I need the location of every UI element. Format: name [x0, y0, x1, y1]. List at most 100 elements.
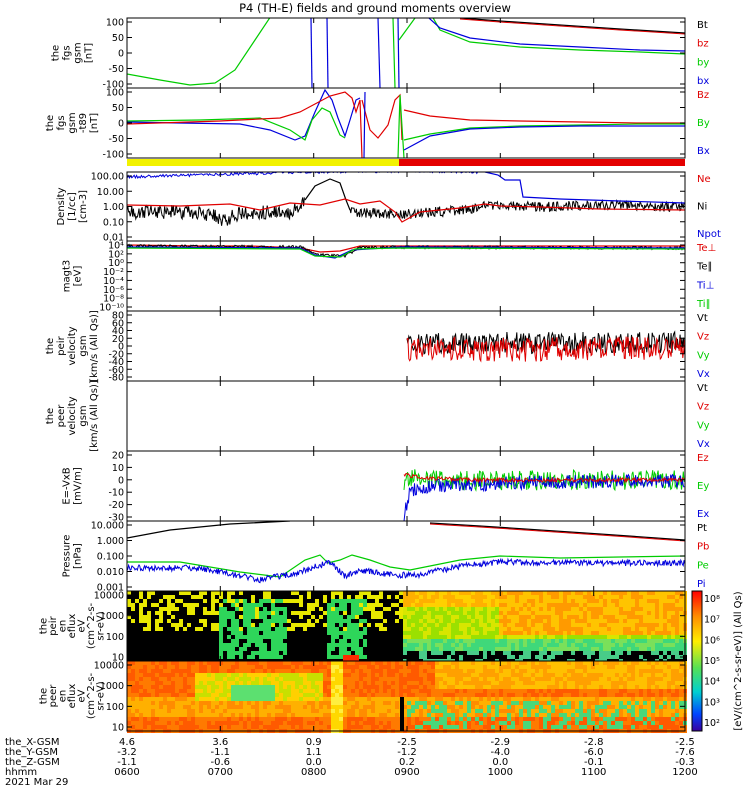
spectrogram-cell — [239, 689, 243, 693]
spectrogram-cell — [223, 661, 227, 665]
spectrogram-cell — [539, 701, 543, 705]
spectrogram-cell — [175, 603, 179, 607]
spectrogram-cell — [235, 639, 239, 643]
spectrogram-cell — [671, 661, 675, 665]
spectrogram-cell — [555, 689, 559, 693]
spectrogram-cell — [215, 631, 219, 635]
spectrogram-cell — [623, 713, 627, 717]
spectrogram-cell — [671, 599, 675, 603]
spectrogram-cell — [519, 725, 523, 729]
spectrogram-cell — [603, 677, 607, 681]
spectrogram-cell — [151, 685, 155, 689]
spectrogram-cell — [287, 713, 291, 717]
spectrogram-cell — [251, 595, 255, 599]
spectrogram-cell — [411, 681, 415, 685]
spectrogram-cell — [179, 705, 183, 709]
spectrogram-cell — [527, 689, 531, 693]
spectrogram-cell — [263, 713, 267, 717]
spectrogram-cell — [255, 603, 259, 607]
spectrogram-cell — [275, 591, 279, 595]
spectrogram-cell — [507, 705, 511, 709]
spectrogram-cell — [239, 713, 243, 717]
spectrogram-cell — [515, 655, 519, 659]
spectrogram-cell — [403, 619, 407, 623]
spectrogram-cell — [671, 689, 675, 693]
spectrogram-cell — [379, 693, 383, 697]
spectrogram-cell — [239, 655, 243, 659]
spectrogram-cell — [247, 669, 251, 673]
spectrogram-cell — [291, 627, 295, 631]
spectrogram-cell — [419, 673, 423, 677]
spectrogram-cell — [251, 693, 255, 697]
spectrogram-cell — [315, 713, 319, 717]
spectrogram-cell — [615, 611, 619, 615]
spectrogram-cell — [455, 717, 459, 721]
spectrogram-cell — [179, 697, 183, 701]
spectrogram-cell — [555, 677, 559, 681]
spectrogram-cell — [439, 631, 443, 635]
spectrogram-cell — [159, 635, 163, 639]
spectrogram-cell — [459, 603, 463, 607]
spectrogram-cell — [543, 725, 547, 729]
spectrogram-cell — [347, 673, 351, 677]
spectrogram-cell — [315, 697, 319, 701]
spectrogram-cell — [227, 661, 231, 665]
spectrogram-cell — [495, 665, 499, 669]
spectrogram-cell — [167, 689, 171, 693]
spectrogram-cell — [603, 635, 607, 639]
spectrogram-cell — [291, 611, 295, 615]
spectrogram-cell — [611, 603, 615, 607]
spectrogram-cell — [419, 631, 423, 635]
spectrogram-cell — [587, 717, 591, 721]
spectrogram-cell — [663, 603, 667, 607]
spectrogram-cell — [207, 717, 211, 721]
spectrogram-cell — [531, 669, 535, 673]
spectrogram-cell — [327, 655, 331, 659]
spectrogram-cell — [363, 681, 367, 685]
spectrogram-cell — [319, 685, 323, 689]
spectrogram-cell — [143, 631, 147, 635]
spectrogram-cell — [231, 721, 235, 725]
spectrogram-cell — [291, 639, 295, 643]
spectrogram-cell — [279, 591, 283, 595]
spectrogram-cell — [503, 705, 507, 709]
spectrogram-cell — [407, 681, 411, 685]
spectrogram-cell — [455, 623, 459, 627]
spectrogram-cell — [195, 655, 199, 659]
spectrogram-cell — [147, 685, 151, 689]
spectrogram-cell — [523, 677, 527, 681]
spectrogram-cell — [311, 635, 315, 639]
spectrogram-cell — [663, 673, 667, 677]
spectrogram-cell — [615, 701, 619, 705]
spectrogram-cell — [163, 665, 167, 669]
spectrogram-cell — [459, 725, 463, 729]
spectrogram-cell — [371, 665, 375, 669]
spectrogram-cell — [571, 631, 575, 635]
spectrogram-cell — [587, 647, 591, 651]
spectrogram-cell — [631, 647, 635, 651]
spectrogram-cell — [235, 615, 239, 619]
spectrogram-cell — [151, 665, 155, 669]
spectrogram-cell — [551, 689, 555, 693]
spectrogram-cell — [535, 631, 539, 635]
spectrogram-cell — [547, 669, 551, 673]
spectrogram-cell — [659, 635, 663, 639]
spectrogram-cell — [451, 643, 455, 647]
spectrogram-cell — [375, 607, 379, 611]
spectrogram-cell — [627, 631, 631, 635]
spectrogram-cell — [167, 615, 171, 619]
spectrogram-cell — [471, 713, 475, 717]
spectrogram-cell — [195, 705, 199, 709]
spectrogram-cell — [231, 681, 235, 685]
spectrogram-cell — [467, 693, 471, 697]
spectrogram-cell — [539, 643, 543, 647]
spectrogram-cell — [487, 643, 491, 647]
spectrogram-cell — [563, 635, 567, 639]
spectrogram-cell — [595, 677, 599, 681]
spectrogram-cell — [539, 639, 543, 643]
spectrogram-cell — [295, 643, 299, 647]
spectrogram-cell — [379, 717, 383, 721]
spectrogram-cell — [503, 665, 507, 669]
spectrogram-cell — [147, 697, 151, 701]
spectrogram-cell — [335, 717, 339, 721]
